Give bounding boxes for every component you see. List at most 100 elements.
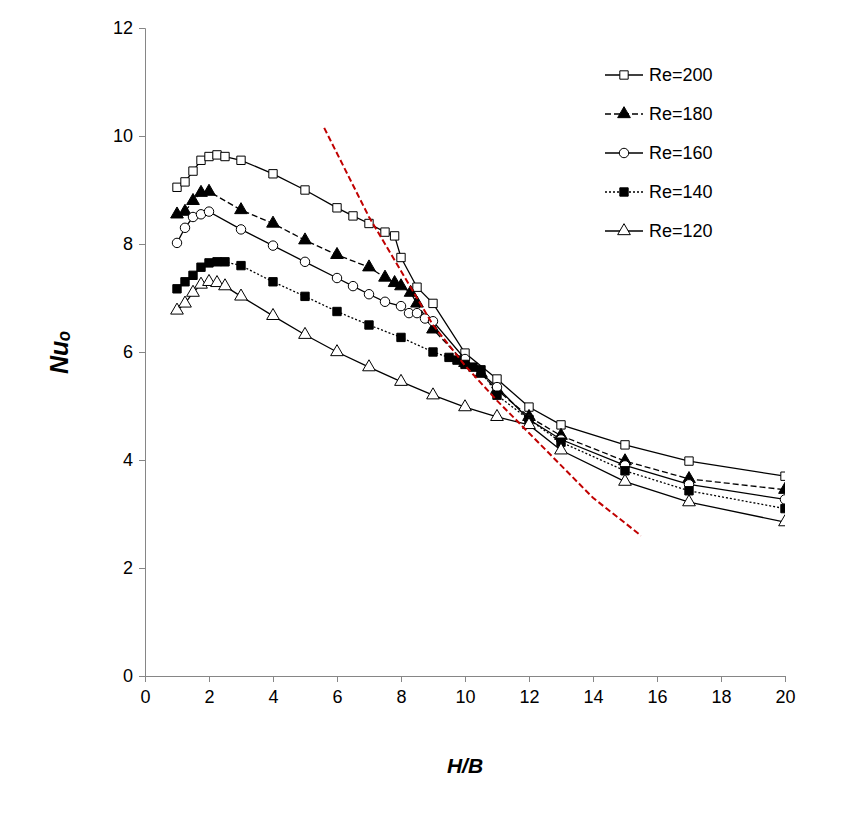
marker (203, 184, 216, 195)
x-tick-label: 2 (204, 687, 214, 707)
marker (331, 345, 344, 356)
marker (475, 366, 488, 377)
marker (237, 261, 245, 269)
marker (172, 238, 181, 247)
x-tick-mark (337, 676, 338, 682)
marker (173, 183, 181, 191)
y-axis-line (139, 29, 146, 677)
y-tick-label: 6 (123, 342, 133, 362)
legend-item: Re=200 (605, 65, 713, 85)
y-tick-label: 8 (123, 234, 133, 254)
marker (453, 356, 461, 364)
marker (429, 348, 437, 356)
legend-marker (619, 148, 628, 157)
marker (413, 283, 421, 291)
x-tick-label: 6 (332, 687, 342, 707)
x-tick-label: 8 (396, 687, 406, 707)
x-axis-line (146, 677, 786, 683)
x-tick-label: 20 (775, 687, 795, 707)
marker (445, 353, 453, 361)
marker (781, 504, 785, 512)
marker (395, 374, 408, 385)
marker (333, 307, 341, 315)
x-tick-label: 4 (268, 687, 278, 707)
x-tick: 6 (332, 676, 342, 707)
x-tick: 0 (140, 676, 150, 707)
x-tick-mark (273, 676, 274, 682)
marker (235, 289, 248, 300)
legend-marker (618, 107, 631, 118)
x-tick-label: 12 (519, 687, 539, 707)
marker (379, 270, 392, 281)
x-tick: 8 (396, 676, 406, 707)
series-line (177, 192, 785, 490)
marker (348, 281, 357, 290)
marker (397, 333, 405, 341)
legend-marker (620, 188, 628, 196)
marker (269, 170, 277, 178)
x-tick-label: 18 (711, 687, 731, 707)
y-tick-label: 0 (123, 666, 133, 686)
y-tick: 12 (113, 18, 145, 38)
x-tick: 12 (519, 676, 539, 707)
marker (205, 152, 213, 160)
marker (301, 292, 309, 300)
marker (491, 409, 504, 420)
y-tick-mark (139, 244, 145, 245)
marker (685, 457, 693, 465)
marker (189, 271, 197, 279)
y-tick-label: 10 (113, 126, 133, 146)
marker (364, 290, 373, 299)
marker (477, 366, 485, 374)
marker (189, 167, 197, 175)
marker (332, 273, 341, 282)
marker (365, 321, 373, 329)
marker (619, 474, 632, 485)
legend-item: Re=160 (605, 143, 713, 163)
y-tick-mark (139, 136, 145, 137)
legend-label: Re=160 (649, 143, 713, 163)
legend-item: Re=120 (605, 221, 713, 241)
y-tick-label: 2 (123, 558, 133, 578)
marker (268, 241, 277, 250)
legend-marker (618, 224, 631, 235)
x-tick: 4 (268, 676, 278, 707)
marker (221, 258, 229, 266)
y-tick: 10 (113, 126, 145, 146)
x-tick: 16 (647, 676, 667, 707)
marker (204, 207, 213, 216)
legend-label: Re=180 (649, 104, 713, 124)
marker (179, 296, 192, 307)
y-tick: 2 (123, 558, 145, 578)
y-tick: 0 (123, 666, 145, 686)
marker (780, 495, 785, 504)
y-tick: 4 (123, 450, 145, 470)
marker (685, 487, 693, 495)
x-tick-label: 14 (583, 687, 603, 707)
marker (390, 232, 398, 240)
marker (683, 495, 696, 506)
x-tick-mark (529, 676, 530, 682)
legend-item: Re=180 (605, 104, 713, 124)
marker (397, 253, 405, 261)
legend: Re=200 Re=180 Re=160 Re=140 Re=120 (605, 65, 713, 241)
x-tick: 14 (583, 676, 603, 707)
marker (213, 258, 221, 266)
marker (779, 515, 785, 526)
x-tick: 18 (711, 676, 731, 707)
legend-label: Re=140 (649, 182, 713, 202)
y-tick-label: 12 (113, 18, 133, 38)
x-tick: 20 (775, 676, 795, 707)
chart: 02468101214161820024681012H/BNuₒRe=200Re… (0, 0, 843, 833)
x-tick-mark (465, 676, 466, 682)
marker (555, 443, 568, 454)
marker (363, 360, 376, 371)
x-tick-mark (721, 676, 722, 682)
marker (621, 441, 629, 449)
x-tick: 10 (455, 676, 475, 707)
y-tick: 6 (123, 342, 145, 362)
marker (299, 327, 312, 338)
x-tick-mark (593, 676, 594, 682)
series-line (177, 155, 785, 476)
x-tick-mark (209, 676, 210, 682)
